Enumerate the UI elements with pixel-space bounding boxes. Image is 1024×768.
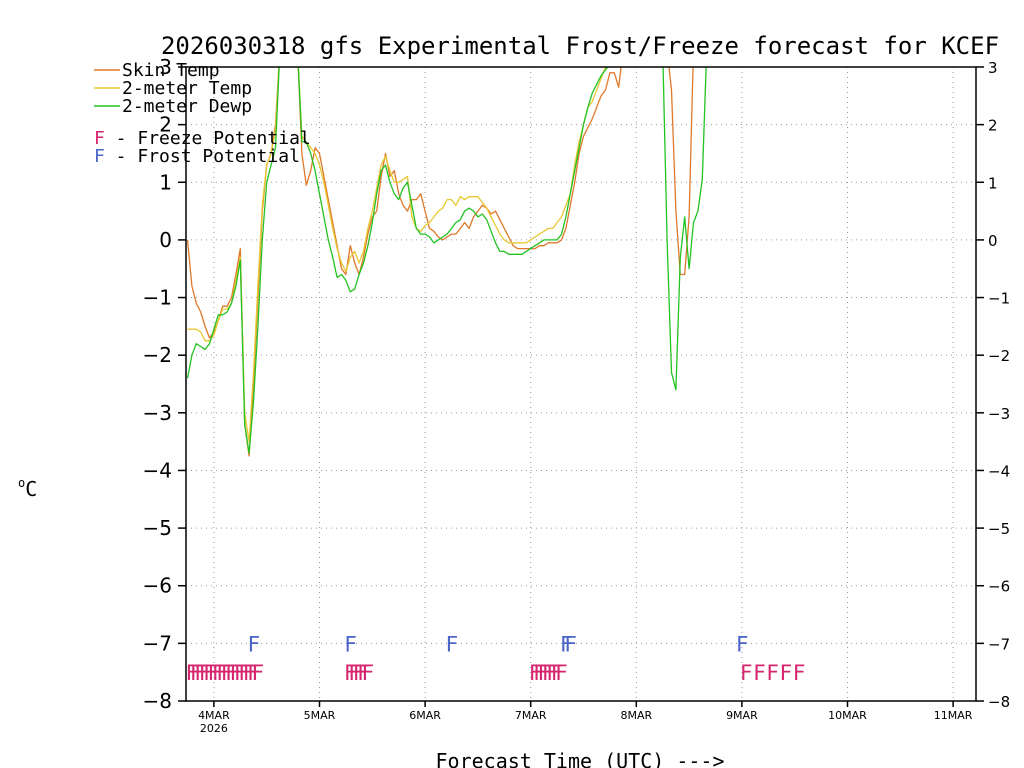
- y-tick-label-right: −6: [988, 578, 1010, 596]
- frost-mark: F: [560, 632, 573, 656]
- freeze-mark: F: [529, 661, 542, 685]
- legend-frost-text: - Frost Potential: [105, 146, 300, 167]
- freeze-mark: F: [247, 661, 260, 685]
- freeze-mark: F: [199, 661, 212, 685]
- unit-c: C: [25, 477, 37, 501]
- y-tick-label-right: −4: [988, 462, 1010, 480]
- freeze-mark: F: [533, 661, 546, 685]
- freeze-mark: F: [780, 661, 793, 685]
- y-tick-label: −8: [143, 689, 172, 713]
- x-tick-label: 9MAR: [726, 709, 758, 722]
- y-axis-left: −8 −7 −6 −5 −4 −3 −2 −1 0 1 2 3: [143, 55, 186, 713]
- freeze-mark: F: [362, 661, 375, 685]
- frost-mark: F: [344, 632, 357, 656]
- y-tick-label: −3: [143, 401, 172, 425]
- frost-mark: F: [446, 632, 459, 656]
- y-tick-label-right: 0: [988, 232, 998, 250]
- freeze-mark: F: [357, 661, 370, 685]
- y-tick-label-right: −7: [988, 635, 1010, 653]
- x-tick-sublabel: 2026: [200, 722, 228, 735]
- freeze-mark: F: [221, 661, 234, 685]
- freeze-mark: F: [212, 661, 225, 685]
- freeze-mark: F: [551, 661, 564, 685]
- y-tick-label-right: 3: [988, 59, 998, 77]
- y-tick-label-right: −1: [988, 290, 1010, 308]
- grid: [186, 67, 976, 701]
- frost-mark: F: [564, 632, 577, 656]
- y-tick-label-right: 2: [988, 117, 998, 135]
- y-tick-label-right: −2: [988, 347, 1010, 365]
- x-tick-label: 10MAR: [828, 709, 867, 722]
- legend-freeze: F - Freeze Potential: [94, 128, 311, 149]
- legend-dewp-label: 2-meter Dewp: [122, 96, 252, 117]
- freeze-mark: F: [753, 661, 766, 685]
- y-axis-right: −8 −7 −6 −5 −4 −3 −2 −1 0 1 2 3: [976, 59, 1010, 711]
- degree-sign: o: [18, 476, 25, 490]
- y-tick-label: 0: [159, 228, 172, 252]
- series-dewp: [186, 67, 707, 454]
- y-tick-label: −7: [143, 631, 172, 655]
- freeze-mark: F: [234, 661, 247, 685]
- y-axis-label: oC: [18, 476, 37, 501]
- freeze-mark: F: [190, 661, 203, 685]
- freeze-mark: F: [538, 661, 551, 685]
- freeze-mark: F: [546, 661, 559, 685]
- freeze-mark: F: [793, 661, 806, 685]
- freeze-mark: F: [766, 661, 779, 685]
- freeze-mark: F: [243, 661, 256, 685]
- y-tick-label: −2: [143, 343, 172, 367]
- x-axis-label: Forecast Time (UTC) --->: [436, 749, 725, 768]
- freeze-mark: F: [208, 661, 221, 685]
- y-tick-label-right: −8: [988, 693, 1010, 711]
- freeze-mark: F: [740, 661, 753, 685]
- legend-frost-letter: F: [94, 146, 105, 167]
- freeze-mark: F: [252, 661, 265, 685]
- series-group: [186, 67, 707, 457]
- freeze-mark: F: [238, 661, 251, 685]
- y-tick-label: −4: [143, 458, 172, 482]
- x-tick-label: 11MAR: [934, 709, 973, 722]
- freeze-mark: F: [203, 661, 216, 685]
- legend-skin-label: Skin Temp: [122, 60, 220, 81]
- freeze-mark: F: [194, 661, 207, 685]
- y-tick-label: −5: [143, 516, 172, 540]
- freeze-mark: F: [555, 661, 568, 685]
- y-tick-label-right: −3: [988, 405, 1010, 423]
- freeze-mark: F: [216, 661, 229, 685]
- freeze-mark: F: [230, 661, 243, 685]
- frost-mark: F: [248, 632, 261, 656]
- y-tick-label: 1: [159, 170, 172, 194]
- x-tick-label: 4MAR: [198, 709, 230, 722]
- frost-mark: F: [736, 632, 749, 656]
- x-tick-label: 5MAR: [304, 709, 336, 722]
- y-tick-label: −1: [143, 286, 172, 310]
- series-temp: [187, 67, 607, 443]
- y-tick-label-right: 1: [988, 174, 998, 192]
- chart-title: 2026030318 gfs Experimental Frost/Freeze…: [161, 32, 999, 60]
- freeze-mark: F: [186, 661, 199, 685]
- legend-freeze-letter: F: [94, 128, 105, 149]
- x-tick-label: 8MAR: [620, 709, 652, 722]
- freeze-mark: F: [542, 661, 555, 685]
- y-tick-label: 2: [159, 113, 172, 137]
- x-tick-label: 6MAR: [409, 709, 441, 722]
- y-tick-label-right: −5: [988, 520, 1010, 538]
- freeze-mark: F: [225, 661, 238, 685]
- freeze-mark: F: [344, 661, 357, 685]
- legend-freeze-text: - Freeze Potential: [105, 128, 311, 149]
- freeze-mark: F: [348, 661, 361, 685]
- legend-frost: F - Frost Potential: [94, 146, 300, 167]
- freeze-mark: F: [353, 661, 366, 685]
- legend: Skin Temp 2-meter Temp 2-meter Dewp F - …: [94, 60, 311, 167]
- y-tick-label: −6: [143, 574, 172, 598]
- legend-temp-label: 2-meter Temp: [122, 78, 252, 99]
- y-tick-label: 3: [159, 55, 172, 79]
- plot-frame: [185, 66, 977, 702]
- x-tick-label: 7MAR: [515, 709, 547, 722]
